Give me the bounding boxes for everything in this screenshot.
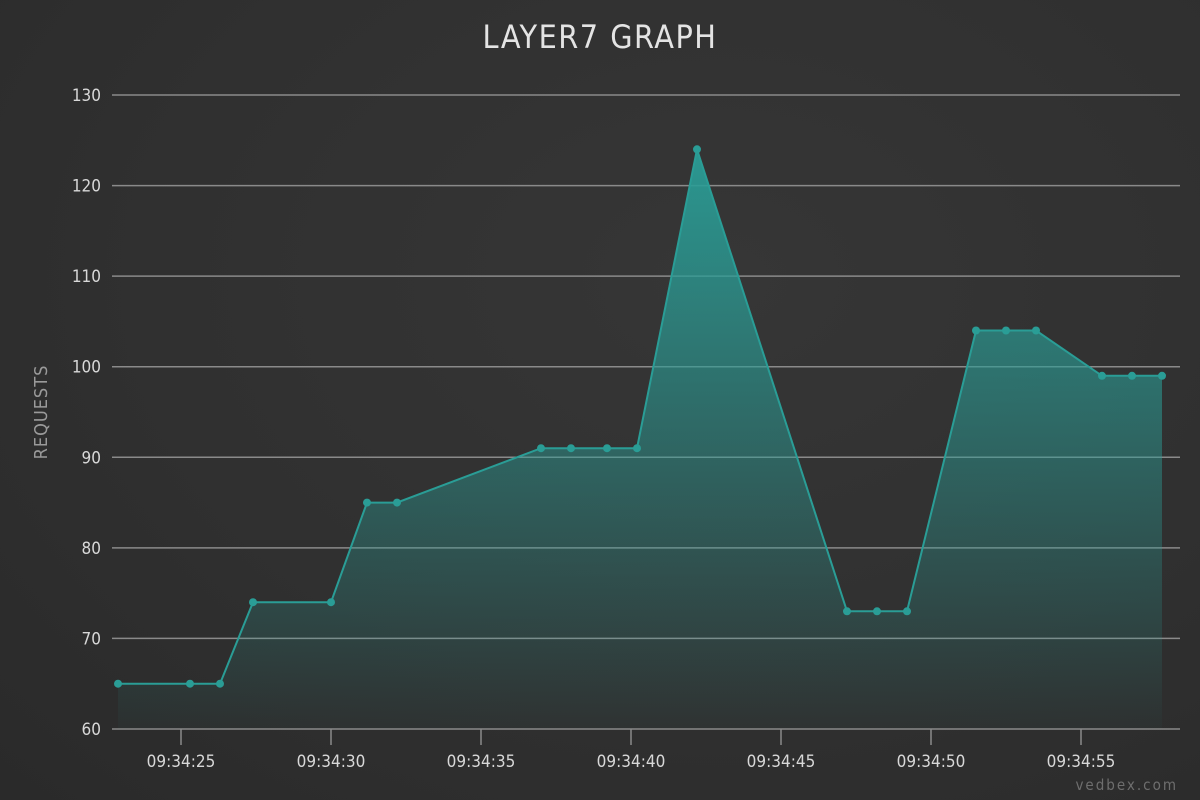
y-tick-label: 60 — [82, 720, 101, 740]
x-tick-label: 09:34:45 — [747, 752, 816, 772]
data-point-3[interactable] — [249, 598, 257, 607]
data-point-17[interactable] — [1032, 326, 1040, 335]
data-point-13[interactable] — [873, 607, 881, 616]
data-point-8[interactable] — [567, 444, 575, 453]
data-point-9[interactable] — [603, 444, 611, 453]
y-tick-labels: 60 70 80 90 100 110 120 130 — [72, 86, 101, 740]
series-area-fill — [118, 149, 1162, 730]
watermark: vedbex.com — [1075, 776, 1178, 794]
y-tick-label: 70 — [82, 629, 101, 649]
y-tick-label: 110 — [72, 267, 101, 287]
data-point-11[interactable] — [693, 145, 701, 154]
y-tick-label: 80 — [82, 539, 101, 559]
data-point-7[interactable] — [537, 444, 545, 453]
data-point-2[interactable] — [216, 679, 224, 688]
y-tick-label: 90 — [82, 448, 101, 468]
x-tick-label: 09:34:25 — [147, 752, 216, 772]
data-point-15[interactable] — [972, 326, 980, 335]
data-point-5[interactable] — [363, 498, 371, 507]
data-point-14[interactable] — [903, 607, 911, 616]
x-tick-label: 09:34:30 — [297, 752, 366, 772]
y-tick-label: 120 — [72, 177, 101, 197]
data-point-12[interactable] — [843, 607, 851, 616]
area-fill-group — [118, 149, 1162, 730]
data-points — [114, 145, 1166, 688]
x-tick-label: 09:34:35 — [447, 752, 516, 772]
data-point-0[interactable] — [114, 679, 122, 688]
data-point-10[interactable] — [633, 444, 641, 453]
y-axis-label: REQUESTS — [31, 365, 52, 460]
data-point-19[interactable] — [1128, 371, 1136, 380]
x-tick-label: 09:34:50 — [897, 752, 966, 772]
data-point-1[interactable] — [186, 679, 194, 688]
x-tick-label: 09:34:55 — [1047, 752, 1116, 772]
data-point-18[interactable] — [1098, 371, 1106, 380]
data-point-4[interactable] — [327, 598, 335, 607]
y-tick-label: 100 — [72, 358, 101, 378]
y-tick-label: 130 — [72, 86, 101, 106]
data-point-16[interactable] — [1002, 326, 1010, 335]
x-tick-label: 09:34:40 — [597, 752, 666, 772]
data-point-6[interactable] — [393, 498, 401, 507]
chart-title: LAYER7 GRAPH — [483, 18, 718, 56]
x-axis: 09:34:25 09:34:30 09:34:35 09:34:40 09:34:45… — [112, 728, 1180, 772]
data-point-20[interactable] — [1158, 371, 1166, 380]
